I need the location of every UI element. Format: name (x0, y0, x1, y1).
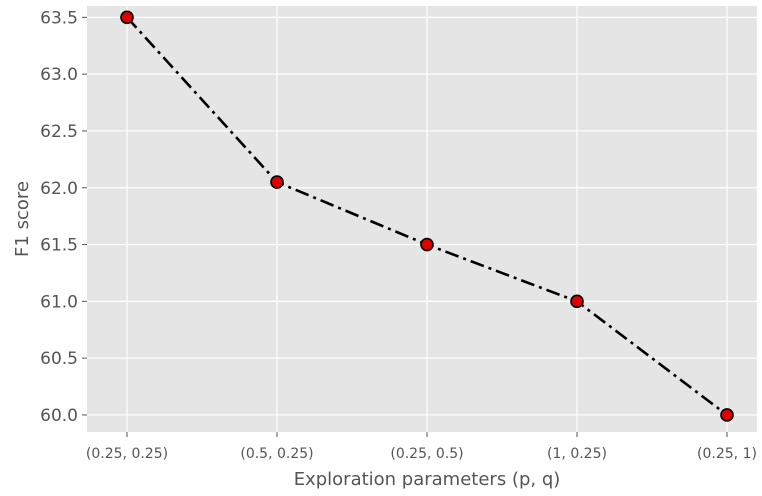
data-point (570, 294, 584, 309)
y-tick-label: 62.5 (40, 122, 78, 142)
data-point (120, 10, 134, 25)
y-axis-label: F1 score (12, 181, 33, 257)
grid-lines (87, 6, 757, 432)
plot-area (87, 6, 757, 432)
x-tick-label: (1, 0.25) (547, 446, 607, 462)
x-tick-label: (0.5, 0.25) (240, 446, 313, 462)
data-point (270, 175, 284, 189)
data-point (420, 237, 434, 252)
y-tick-label: 61.5 (40, 236, 78, 256)
data-point (720, 408, 734, 422)
y-tick-label: 63.5 (40, 8, 78, 28)
y-tick-label: 60.0 (40, 406, 78, 426)
x-tick-label: (0.25, 0.5) (390, 446, 463, 462)
y-tick-label: 61.0 (40, 292, 78, 312)
y-tick-label: 62.0 (40, 179, 78, 199)
y-tick-label: 60.5 (40, 349, 78, 369)
x-tick-label: (0.25, 0.25) (86, 446, 168, 462)
x-tick-label: (0.25, 1) (697, 446, 757, 462)
x-axis-label: Exploration parameters (p, q) (294, 469, 561, 490)
y-tick-label: 63.0 (40, 65, 78, 85)
x-tick-labels: (0.25, 0.25) (0.5, 0.25) (0.25, 0.5) (1, 0.… (86, 432, 757, 462)
y-tick-labels: 60.0 60.5 61.0 61.5 62.0 62.5 63.0 63.5 (40, 8, 87, 426)
series-group (120, 10, 734, 422)
